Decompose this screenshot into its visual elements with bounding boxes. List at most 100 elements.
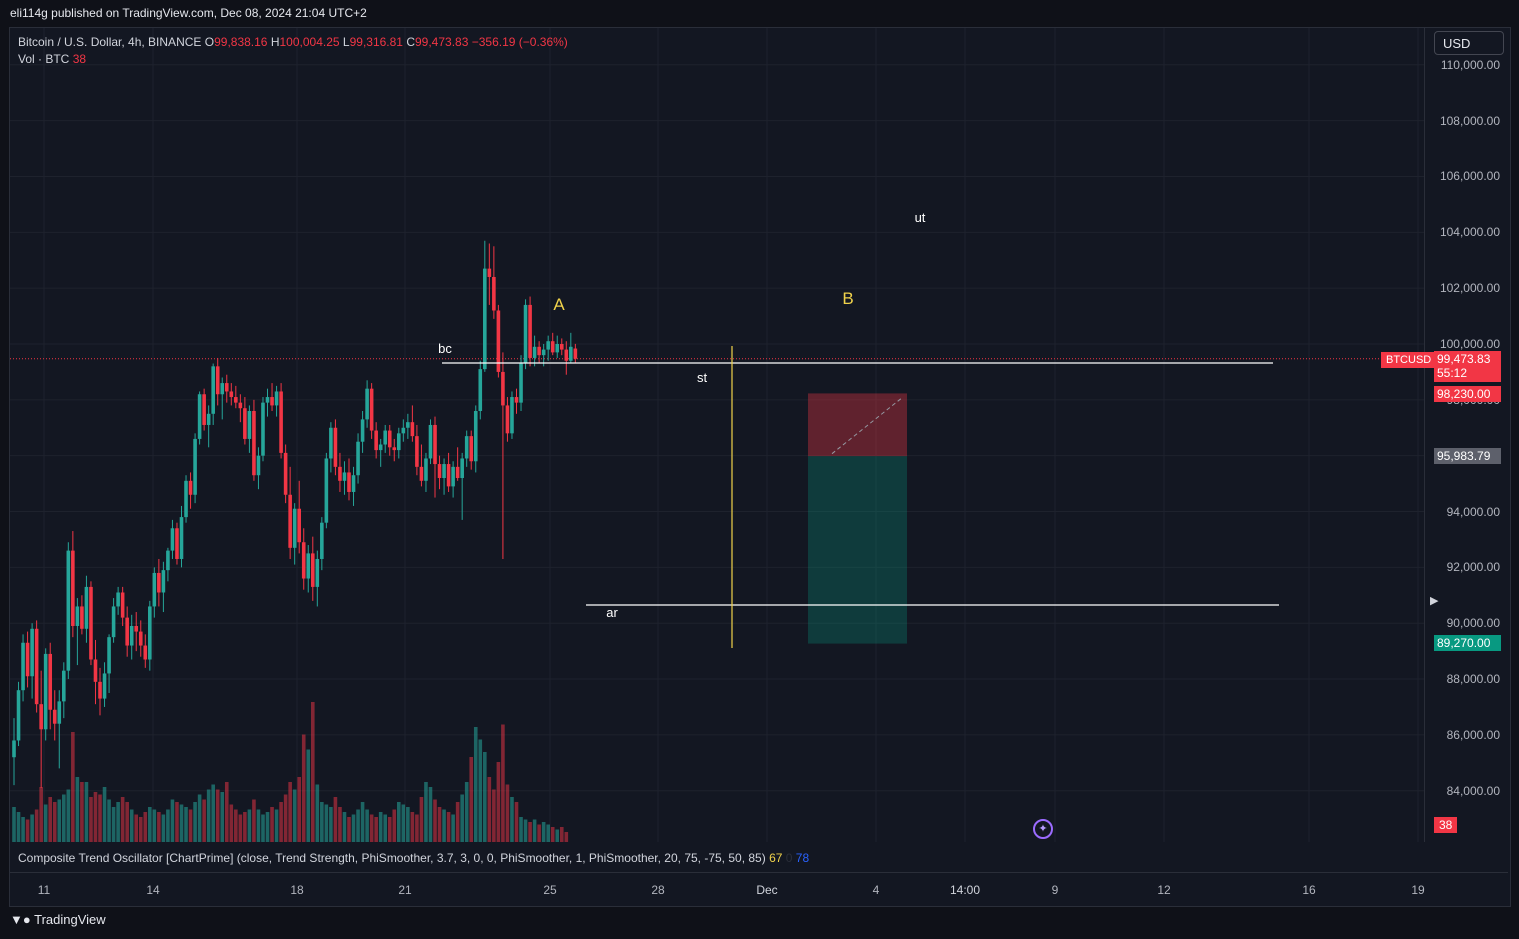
candle-body xyxy=(120,592,125,618)
candle-body xyxy=(514,397,519,403)
candle-body xyxy=(184,480,188,518)
volume-bar xyxy=(247,809,252,842)
candle-body xyxy=(12,740,16,758)
volume-bar xyxy=(111,807,116,842)
close-value: 99,473.83 xyxy=(415,35,469,49)
volume-bar xyxy=(360,802,365,842)
volume-bar xyxy=(487,777,492,842)
candle-body xyxy=(301,542,306,579)
scroll-right-icon[interactable]: ▶ xyxy=(1430,595,1439,607)
candle-body xyxy=(39,704,43,730)
volume-bar xyxy=(206,789,211,842)
volume-bar xyxy=(396,802,401,842)
candle-body xyxy=(528,304,532,358)
volume-bar xyxy=(12,807,16,842)
candle-body xyxy=(324,458,329,523)
candle-body xyxy=(161,570,166,593)
price-axis[interactable]: 84,000.00 86,000.00 88,000.00 90,000.00 92,0… xyxy=(1424,28,1510,842)
price-tick-label: 94,000.00 xyxy=(1446,504,1500,519)
volume-bar xyxy=(152,809,157,842)
price-tick-label: 88,000.00 xyxy=(1446,672,1500,687)
volume-bar xyxy=(75,777,80,842)
high-label: H xyxy=(270,35,280,49)
last-price: 99,473.83 xyxy=(1437,352,1491,366)
candle-body xyxy=(464,436,469,459)
candle-body xyxy=(306,553,311,579)
volume-bar xyxy=(16,812,21,842)
volume-bar xyxy=(437,807,442,842)
volume-bar xyxy=(378,812,383,842)
candle-body xyxy=(383,430,388,445)
price-plot[interactable] xyxy=(10,28,1424,842)
volume-bar xyxy=(89,797,93,842)
price-tick-label: 92,000.00 xyxy=(1446,560,1500,575)
symbol-name: Bitcoin / U.S. Dollar, 4h, BINANCE xyxy=(18,35,202,49)
candle-body xyxy=(297,508,302,543)
volume-bar xyxy=(52,802,57,842)
volume-bar xyxy=(329,807,333,842)
volume-bar xyxy=(179,804,184,842)
candle-body xyxy=(75,606,80,626)
candle-body xyxy=(501,371,505,406)
candle-body xyxy=(492,276,496,311)
candle-body xyxy=(433,424,437,465)
time-tick-label: 14 xyxy=(146,883,160,897)
currency-button[interactable]: USD xyxy=(1434,31,1504,55)
volume-bar xyxy=(537,824,541,842)
candle-body xyxy=(30,628,34,677)
candle-body xyxy=(550,341,555,353)
candle-body xyxy=(270,397,274,406)
candle-body xyxy=(52,709,57,724)
candle-body xyxy=(469,436,474,462)
volume-bar xyxy=(406,807,410,842)
candle-body xyxy=(229,391,234,398)
candle-body xyxy=(188,480,193,495)
oscillator-legend: Composite Trend Oscillator [ChartPrime] … xyxy=(18,851,809,865)
volume-bar xyxy=(193,802,197,842)
volume-bar xyxy=(333,797,338,842)
tradingview-logo[interactable]: ▼● TradingView xyxy=(10,912,106,927)
volume-bar xyxy=(478,739,483,842)
candle-body xyxy=(102,673,107,699)
volume-bar xyxy=(532,819,537,842)
candle-body xyxy=(175,528,179,559)
volume-bar xyxy=(270,807,274,842)
volume-bar xyxy=(234,809,238,842)
volume-value: 38 xyxy=(72,52,87,66)
volume-bar xyxy=(61,794,66,842)
price-tick-label: 84,000.00 xyxy=(1446,783,1500,798)
candle-body xyxy=(197,394,202,439)
price-tick-label: 86,000.00 xyxy=(1446,727,1500,742)
candlestick-chart[interactable] xyxy=(10,28,1424,842)
volume-bar xyxy=(279,802,283,842)
candle-body xyxy=(206,413,211,425)
candle-body xyxy=(473,411,478,462)
time-tick-label: Dec xyxy=(756,883,778,897)
volume-tag: 38 xyxy=(1434,817,1458,833)
volume-bar xyxy=(129,809,134,842)
volume-bar xyxy=(175,802,179,842)
volume-bar xyxy=(188,809,193,842)
time-axis[interactable]: 11 14 18 21 25 28 Dec 4 14:00 9 12 16 19 xyxy=(10,872,1508,905)
volume-bar xyxy=(120,797,125,842)
candle-body xyxy=(80,606,84,629)
volume-bar xyxy=(383,814,388,842)
volume-bar xyxy=(347,817,351,842)
volume-bar xyxy=(138,817,143,842)
volume-bar xyxy=(66,789,71,842)
volume-bar xyxy=(102,787,107,842)
last-price-tag: 99,473.83 55:12 xyxy=(1434,351,1501,382)
low-label: L xyxy=(342,35,350,49)
candle-body xyxy=(256,455,261,476)
volume-bar xyxy=(528,822,532,842)
candle-body xyxy=(66,550,71,671)
sparkle-icon[interactable]: ✦ xyxy=(1033,819,1053,839)
candle-body xyxy=(333,427,338,467)
candle-body xyxy=(510,397,514,434)
volume-bar xyxy=(455,802,460,842)
candle-body xyxy=(43,653,48,730)
candle-body xyxy=(424,458,428,481)
volume-bar xyxy=(523,819,528,842)
candle-body xyxy=(532,346,537,358)
low-value: 99,316.81 xyxy=(349,35,403,49)
